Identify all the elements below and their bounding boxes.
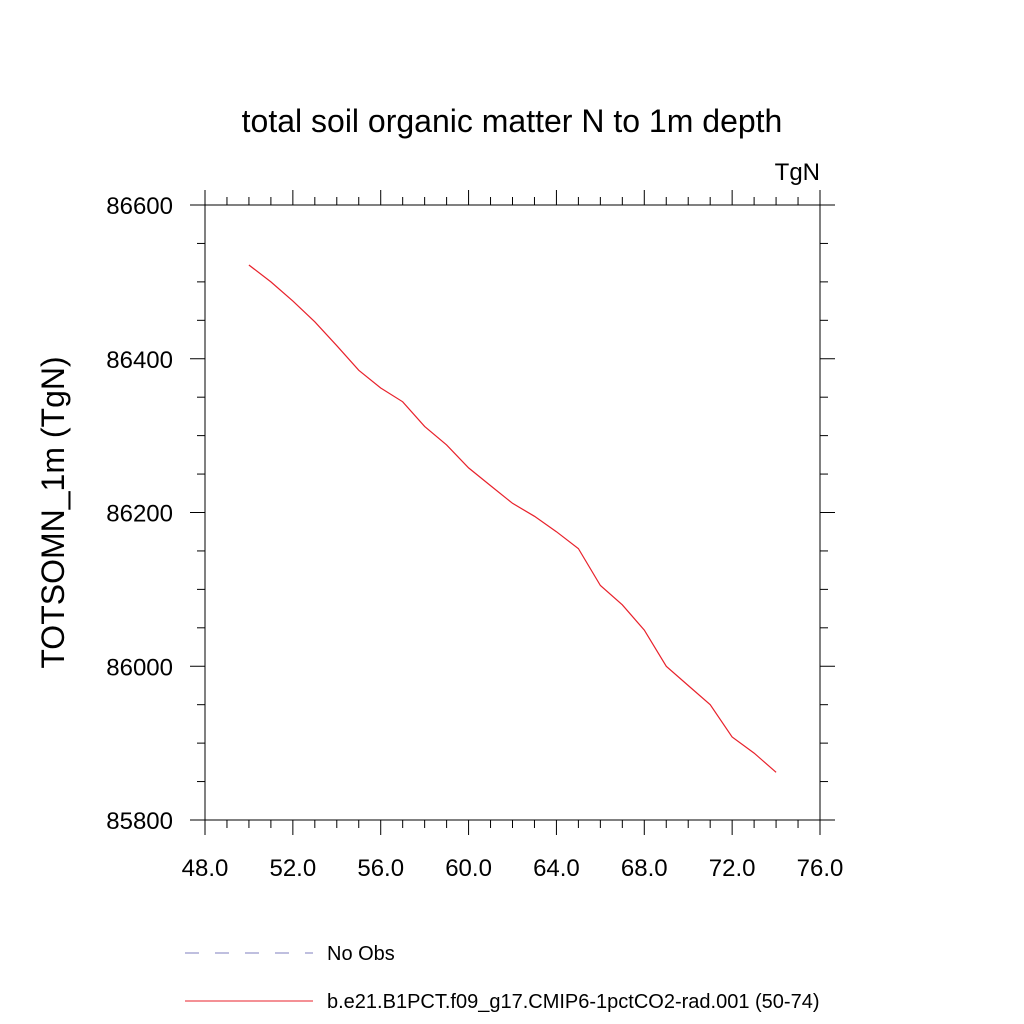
data-point xyxy=(489,484,493,488)
data-point xyxy=(313,320,317,324)
data-point xyxy=(291,299,295,303)
data-point xyxy=(664,664,668,668)
legend-label: No Obs xyxy=(327,943,395,965)
data-point xyxy=(467,466,471,470)
data-point xyxy=(401,400,405,404)
series-line-1 xyxy=(248,264,777,773)
x-tick-label: 76.0 xyxy=(797,855,844,882)
data-point xyxy=(708,703,712,707)
data-point xyxy=(554,530,558,534)
x-tick-label: 68.0 xyxy=(621,855,668,882)
data-point xyxy=(576,547,580,551)
data-point xyxy=(730,735,734,739)
data-point xyxy=(598,584,602,588)
data-point xyxy=(532,514,536,518)
y-axis-label: TOTSOMN_1m (TgN) xyxy=(35,356,71,668)
plot-frame xyxy=(204,204,821,821)
series-layer xyxy=(247,263,778,774)
x-tick-label: 56.0 xyxy=(357,855,404,882)
y-tick-label: 85800 xyxy=(106,808,173,835)
data-point xyxy=(511,501,515,505)
chart-title: total soil organic matter N to 1m depth xyxy=(242,103,783,139)
data-point xyxy=(642,628,646,632)
x-tick-label: 52.0 xyxy=(269,855,316,882)
data-point xyxy=(379,386,383,390)
units-label: TgN xyxy=(775,159,820,186)
y-tick-label: 86200 xyxy=(106,501,173,528)
x-tick-label: 64.0 xyxy=(533,855,580,882)
data-point xyxy=(247,263,251,267)
y-tick-label: 86600 xyxy=(106,193,173,220)
y-tick-label: 86400 xyxy=(106,347,173,374)
x-tick-label: 60.0 xyxy=(445,855,492,882)
legend-label: b.e21.B1PCT.f09_g17.CMIP6-1pctCO2-rad.00… xyxy=(327,991,820,1013)
data-point xyxy=(686,683,690,687)
legend: No Obs b.e21.B1PCT.f09_g17.CMIP6-1pctCO2-… xyxy=(185,943,820,1013)
data-point xyxy=(357,368,361,372)
data-point xyxy=(752,751,756,755)
data-point xyxy=(620,603,624,607)
data-point xyxy=(445,443,449,447)
data-point xyxy=(269,280,273,284)
data-point xyxy=(774,770,778,774)
axis-ticks: 48.0 52.0 56.0 60.0 64.0 68.0 72.0 76.0 85800 860… xyxy=(106,190,843,882)
data-point xyxy=(423,424,427,428)
x-tick-label: 72.0 xyxy=(709,855,756,882)
x-tick-label: 48.0 xyxy=(182,855,229,882)
y-tick-label: 86000 xyxy=(106,654,173,681)
data-point xyxy=(335,344,339,348)
